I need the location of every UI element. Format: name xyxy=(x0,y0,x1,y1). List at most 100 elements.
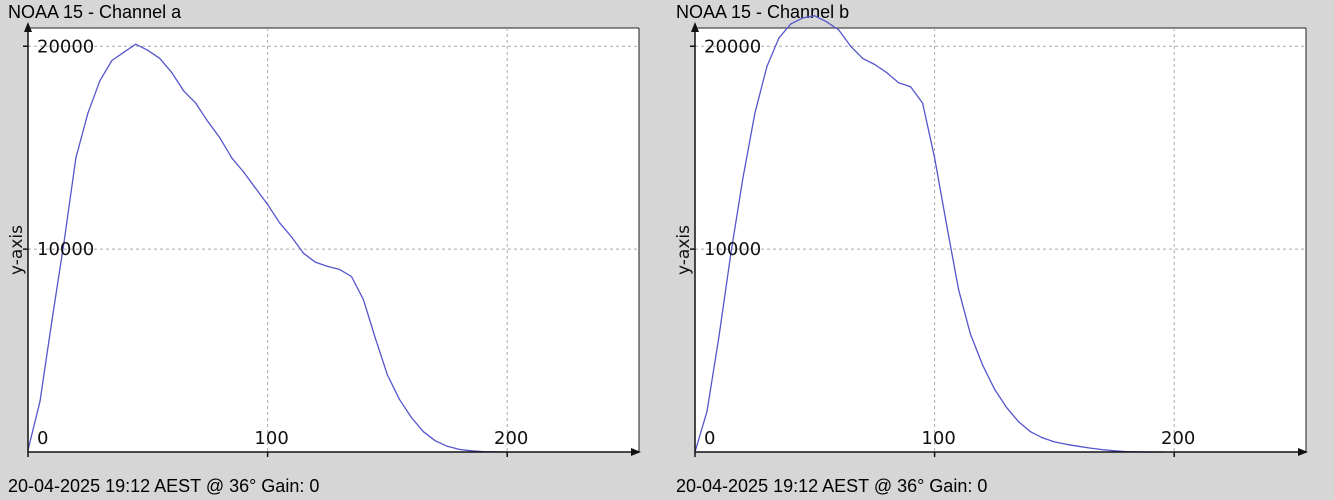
chart-a: 0 100 200 10000 20000 y-axis xyxy=(7,22,641,457)
x-tick-label: 200 xyxy=(1161,428,1195,449)
y-axis-arrow xyxy=(24,22,32,32)
footer-a: 20-04-2025 19:12 AEST @ 36° Gain: 0 xyxy=(8,476,320,496)
data-point xyxy=(171,72,173,74)
data-point xyxy=(1029,431,1032,433)
y-axis-label: y-axis xyxy=(674,225,694,275)
data-point xyxy=(969,333,972,335)
data-point xyxy=(398,398,400,400)
data-point xyxy=(898,82,900,84)
x-tick-label: 200 xyxy=(494,428,528,449)
data-point xyxy=(314,261,317,263)
data-point xyxy=(243,171,245,173)
data-point xyxy=(231,157,233,159)
chart-b: 0 100 200 10000 20000 y-axis xyxy=(674,15,1308,457)
y-tick-label: 20000 xyxy=(37,36,94,57)
data-point xyxy=(838,29,840,31)
data-point xyxy=(910,86,912,88)
data-point xyxy=(1089,447,1091,449)
data-point xyxy=(993,388,996,390)
data-point xyxy=(730,252,732,254)
data-point xyxy=(742,177,744,179)
data-point xyxy=(446,445,448,447)
data-point xyxy=(778,37,780,39)
y-tick-label: 10000 xyxy=(37,239,94,260)
data-point xyxy=(1065,443,1067,445)
data-point xyxy=(850,45,852,47)
data-point xyxy=(874,63,876,66)
data-point xyxy=(1101,449,1103,451)
plot-area xyxy=(28,28,639,452)
y-tick-label: 10000 xyxy=(704,239,761,260)
data-point xyxy=(291,236,293,238)
grid-a xyxy=(28,28,639,452)
data-point xyxy=(219,137,221,139)
y-tick-label: 20000 xyxy=(704,36,761,57)
data-point xyxy=(470,450,472,452)
chart-title-a: NOAA 15 - Channel a xyxy=(8,2,182,22)
ticks-b: 0 100 200 10000 20000 xyxy=(690,36,1195,457)
series-line xyxy=(694,15,1163,453)
data-point xyxy=(958,289,960,291)
data-point xyxy=(99,80,101,82)
footer-b: 20-04-2025 19:12 AEST @ 36° Gain: 0 xyxy=(676,476,988,496)
plot-area xyxy=(695,28,1306,452)
data-point xyxy=(338,268,341,270)
data-point xyxy=(1005,406,1008,408)
x-tick-label: 0 xyxy=(37,428,48,449)
y-axis-label: y-axis xyxy=(7,225,27,275)
data-point xyxy=(1113,450,1115,452)
data-point xyxy=(267,203,269,206)
data-point xyxy=(922,102,924,104)
ticks-a: 0 100 200 10000 20000 xyxy=(23,36,528,457)
series-a xyxy=(27,43,508,453)
data-point xyxy=(422,431,424,433)
data-point xyxy=(790,23,792,25)
data-point xyxy=(814,15,816,17)
data-point xyxy=(826,21,828,23)
data-point xyxy=(934,157,936,159)
data-point xyxy=(374,337,376,339)
data-point xyxy=(434,440,436,442)
data-point xyxy=(39,400,41,402)
data-point xyxy=(1041,437,1043,439)
x-tick-label: 100 xyxy=(254,428,288,449)
y-axis-arrow xyxy=(691,22,699,32)
data-point xyxy=(147,49,149,51)
data-point xyxy=(981,364,984,366)
data-point xyxy=(195,102,197,104)
data-point xyxy=(754,112,756,114)
data-point xyxy=(159,57,161,60)
data-point xyxy=(75,157,77,159)
data-point xyxy=(362,299,365,301)
data-point xyxy=(386,374,388,376)
data-point xyxy=(63,242,65,244)
data-point xyxy=(255,187,257,189)
data-point xyxy=(802,17,804,19)
data-point xyxy=(1053,441,1055,443)
data-point xyxy=(766,65,768,68)
data-point xyxy=(111,59,113,62)
data-point xyxy=(183,90,185,92)
series-b xyxy=(694,15,1163,453)
data-point xyxy=(326,265,329,267)
x-axis-arrow xyxy=(631,448,641,456)
data-point xyxy=(410,416,412,419)
data-point xyxy=(279,222,281,224)
data-point xyxy=(718,335,720,337)
data-point xyxy=(123,51,125,53)
data-point xyxy=(51,319,53,321)
data-point xyxy=(1017,421,1020,423)
data-point xyxy=(862,57,864,60)
grid-b xyxy=(695,28,1306,452)
data-point xyxy=(458,448,460,450)
x-tick-label: 100 xyxy=(921,428,955,449)
data-point xyxy=(946,224,948,226)
data-point xyxy=(1077,445,1079,447)
data-point xyxy=(87,112,89,114)
x-axis-arrow xyxy=(1298,448,1308,456)
data-point xyxy=(135,43,137,45)
data-point xyxy=(350,275,353,278)
data-point xyxy=(207,120,209,122)
data-point xyxy=(302,252,305,254)
x-tick-label: 0 xyxy=(704,428,715,449)
